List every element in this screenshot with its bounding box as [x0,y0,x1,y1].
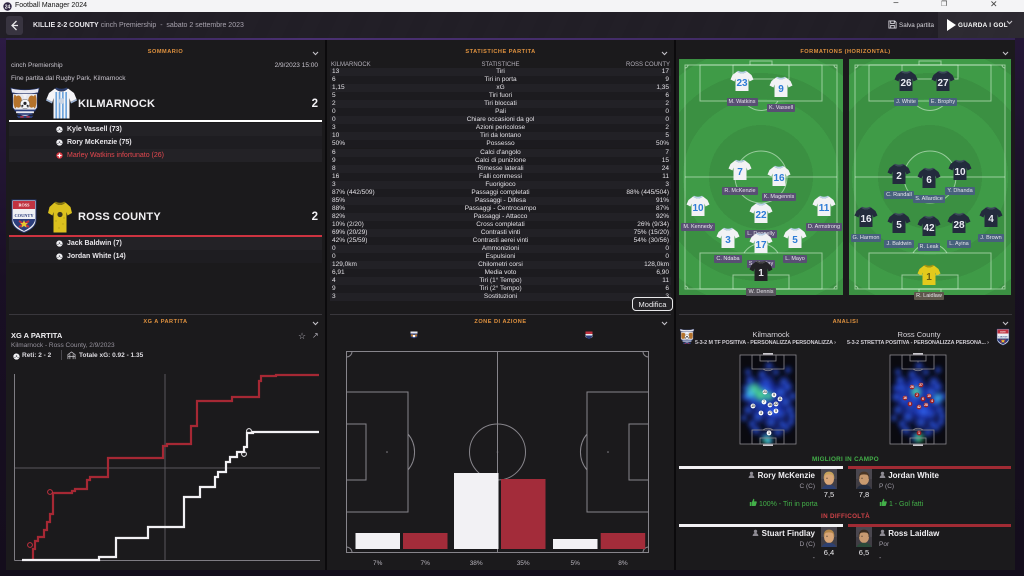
svg-text:10: 10 [927,394,931,398]
svg-text:2: 2 [916,393,918,397]
svg-text:9: 9 [778,84,784,95]
svg-text:8%: 8% [618,560,628,567]
svg-text:22: 22 [774,402,778,406]
svg-text:COUNTY: COUNTY [14,213,34,218]
svg-text:10: 10 [692,203,704,214]
svg-text:17: 17 [768,411,772,415]
svg-text:11: 11 [778,397,782,401]
svg-text:ROSS: ROSS [19,203,31,208]
svg-text:17: 17 [755,240,767,251]
svg-text:42: 42 [917,405,921,409]
svg-text:27: 27 [919,383,923,387]
svg-text:1: 1 [768,431,770,435]
svg-text:2: 2 [896,171,902,182]
svg-text:16: 16 [860,214,872,225]
svg-text:7%: 7% [420,560,430,567]
svg-text:7: 7 [763,400,765,404]
svg-text:9: 9 [773,393,775,397]
svg-text:5: 5 [896,220,902,231]
svg-text:35%: 35% [517,560,530,567]
svg-text:16: 16 [903,396,907,400]
svg-text:4: 4 [931,399,933,403]
svg-text:1: 1 [926,272,932,283]
svg-text:3: 3 [760,411,762,415]
svg-text:11: 11 [819,203,830,214]
svg-text:10: 10 [954,167,966,178]
svg-text:5: 5 [792,235,798,246]
svg-text:28: 28 [953,220,965,231]
svg-text:27: 27 [937,78,949,89]
svg-text:1: 1 [758,268,764,279]
svg-text:23: 23 [736,78,748,89]
svg-text:10: 10 [751,404,755,408]
svg-text:3: 3 [725,235,731,246]
svg-text:4: 4 [988,214,994,225]
svg-text:1: 1 [918,431,920,435]
svg-text:COUNTY: COUNTY [998,337,1008,339]
svg-text:16: 16 [768,403,772,407]
svg-text:7: 7 [737,167,743,178]
svg-text:38%: 38% [470,560,483,567]
svg-text:6: 6 [922,397,924,401]
svg-text:6: 6 [926,175,932,186]
svg-text:28: 28 [924,403,928,407]
svg-text:5: 5 [775,409,777,413]
svg-text:16: 16 [773,173,785,184]
svg-text:7%: 7% [373,560,383,567]
svg-text:23: 23 [763,390,767,394]
svg-text:ROSS: ROSS [1000,331,1006,333]
svg-text:5%: 5% [570,560,580,567]
svg-text:22: 22 [755,210,767,221]
svg-text:26: 26 [900,78,912,89]
svg-text:5: 5 [909,402,911,406]
svg-text:24: 24 [5,5,11,11]
svg-text:26: 26 [910,385,914,389]
svg-text:42: 42 [923,223,935,234]
